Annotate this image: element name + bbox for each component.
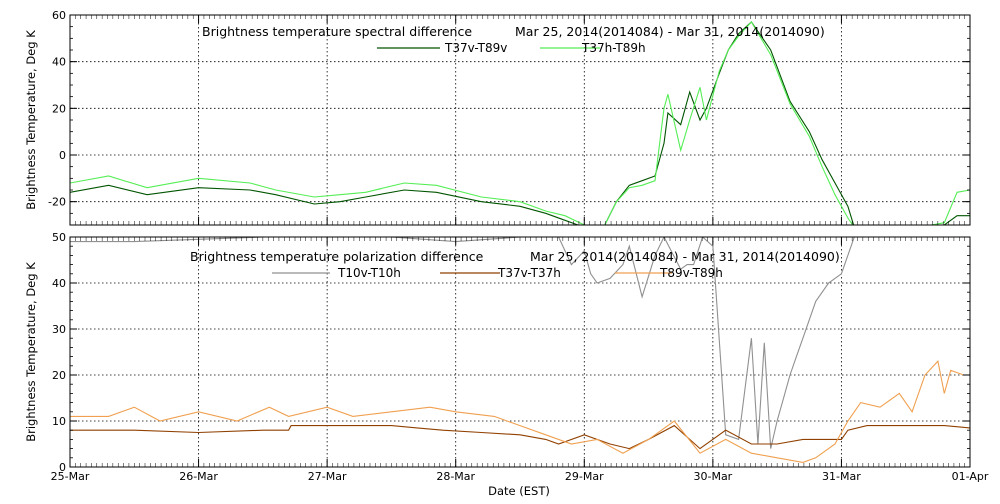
- spectral-chart-title: Brightness temperature spectral differen…: [202, 24, 472, 39]
- x-tick-label: 25-Mar: [51, 470, 90, 483]
- polarization-ticks: 0 10 20 30 40 50: [52, 231, 971, 474]
- spectral-difference-panel: -20 0 20 40 60 Brightness Temperature, Deg K…: [24, 9, 971, 226]
- x-tick-label: 01-Apr: [952, 470, 989, 483]
- legend-label: T10v-T10h: [337, 266, 401, 280]
- y-tick-label: 30: [52, 323, 66, 336]
- x-tick-label: 28-Mar: [436, 470, 475, 483]
- y-tick-label: 0: [59, 461, 66, 474]
- spectral-legend: T37v-T89v T37h-T89h: [377, 41, 646, 55]
- series-line-t37v-t37h: [70, 424, 970, 450]
- legend-label: T37v-T89v: [444, 41, 507, 55]
- polarization-chart-subtitle: Mar 25, 2014(2014084) - Mar 31, 2014(201…: [530, 249, 840, 264]
- polarization-legend: T10v-T10h T37v-T37h T89v-T89h: [272, 266, 723, 280]
- legend-label: T37h-T89h: [581, 41, 646, 55]
- y-tick-label: 0: [59, 149, 66, 162]
- x-axis-title: Date (EST): [488, 484, 550, 498]
- spectral-chart-subtitle: Mar 25, 2014(2014084) - Mar 31, 2014(201…: [515, 24, 825, 39]
- y-tick-label: 20: [52, 102, 66, 115]
- y-tick-label: 50: [52, 231, 66, 244]
- series-line-t37h-t89h: [70, 21, 970, 225]
- series-line-t89v-t89h: [70, 360, 970, 463]
- y-tick-label: 40: [52, 277, 66, 290]
- series-line-t37v-t89v: [70, 21, 970, 225]
- y-tick-label: -20: [48, 196, 66, 209]
- x-tick-label: 29-Mar: [565, 470, 604, 483]
- x-tick-label: 31-Mar: [822, 470, 861, 483]
- polarization-series: [70, 237, 970, 463]
- polarization-y-axis-title: Brightness Temperature, Deg K: [24, 262, 38, 442]
- spectral-ticks: -20 0 20 40 60: [48, 9, 971, 226]
- x-tick-label: 27-Mar: [308, 470, 347, 483]
- series-line-t10v-t10h: [70, 237, 970, 449]
- polarization-chart-title: Brightness temperature polarization diff…: [190, 249, 484, 264]
- y-tick-label: 10: [52, 415, 66, 428]
- polarization-difference-panel: 0 10 20 30 40 50 Brightness Temperature, Deg …: [24, 231, 971, 474]
- spectral-grid: [70, 15, 970, 225]
- legend-label: T37v-T37h: [497, 266, 561, 280]
- y-tick-label: 40: [52, 56, 66, 69]
- x-tick-label: 30-Mar: [693, 470, 732, 483]
- x-axis-tick-labels: 25-Mar 26-Mar 27-Mar 28-Mar 29-Mar 30-Mar 31-M…: [51, 470, 989, 483]
- legend-label: T89v-T89h: [659, 266, 723, 280]
- y-tick-label: 60: [52, 9, 66, 22]
- x-tick-label: 26-Mar: [179, 470, 218, 483]
- spectral-y-axis-title: Brightness Temperature, Deg K: [24, 30, 38, 210]
- spectral-series: [70, 21, 970, 225]
- y-tick-label: 20: [52, 369, 66, 382]
